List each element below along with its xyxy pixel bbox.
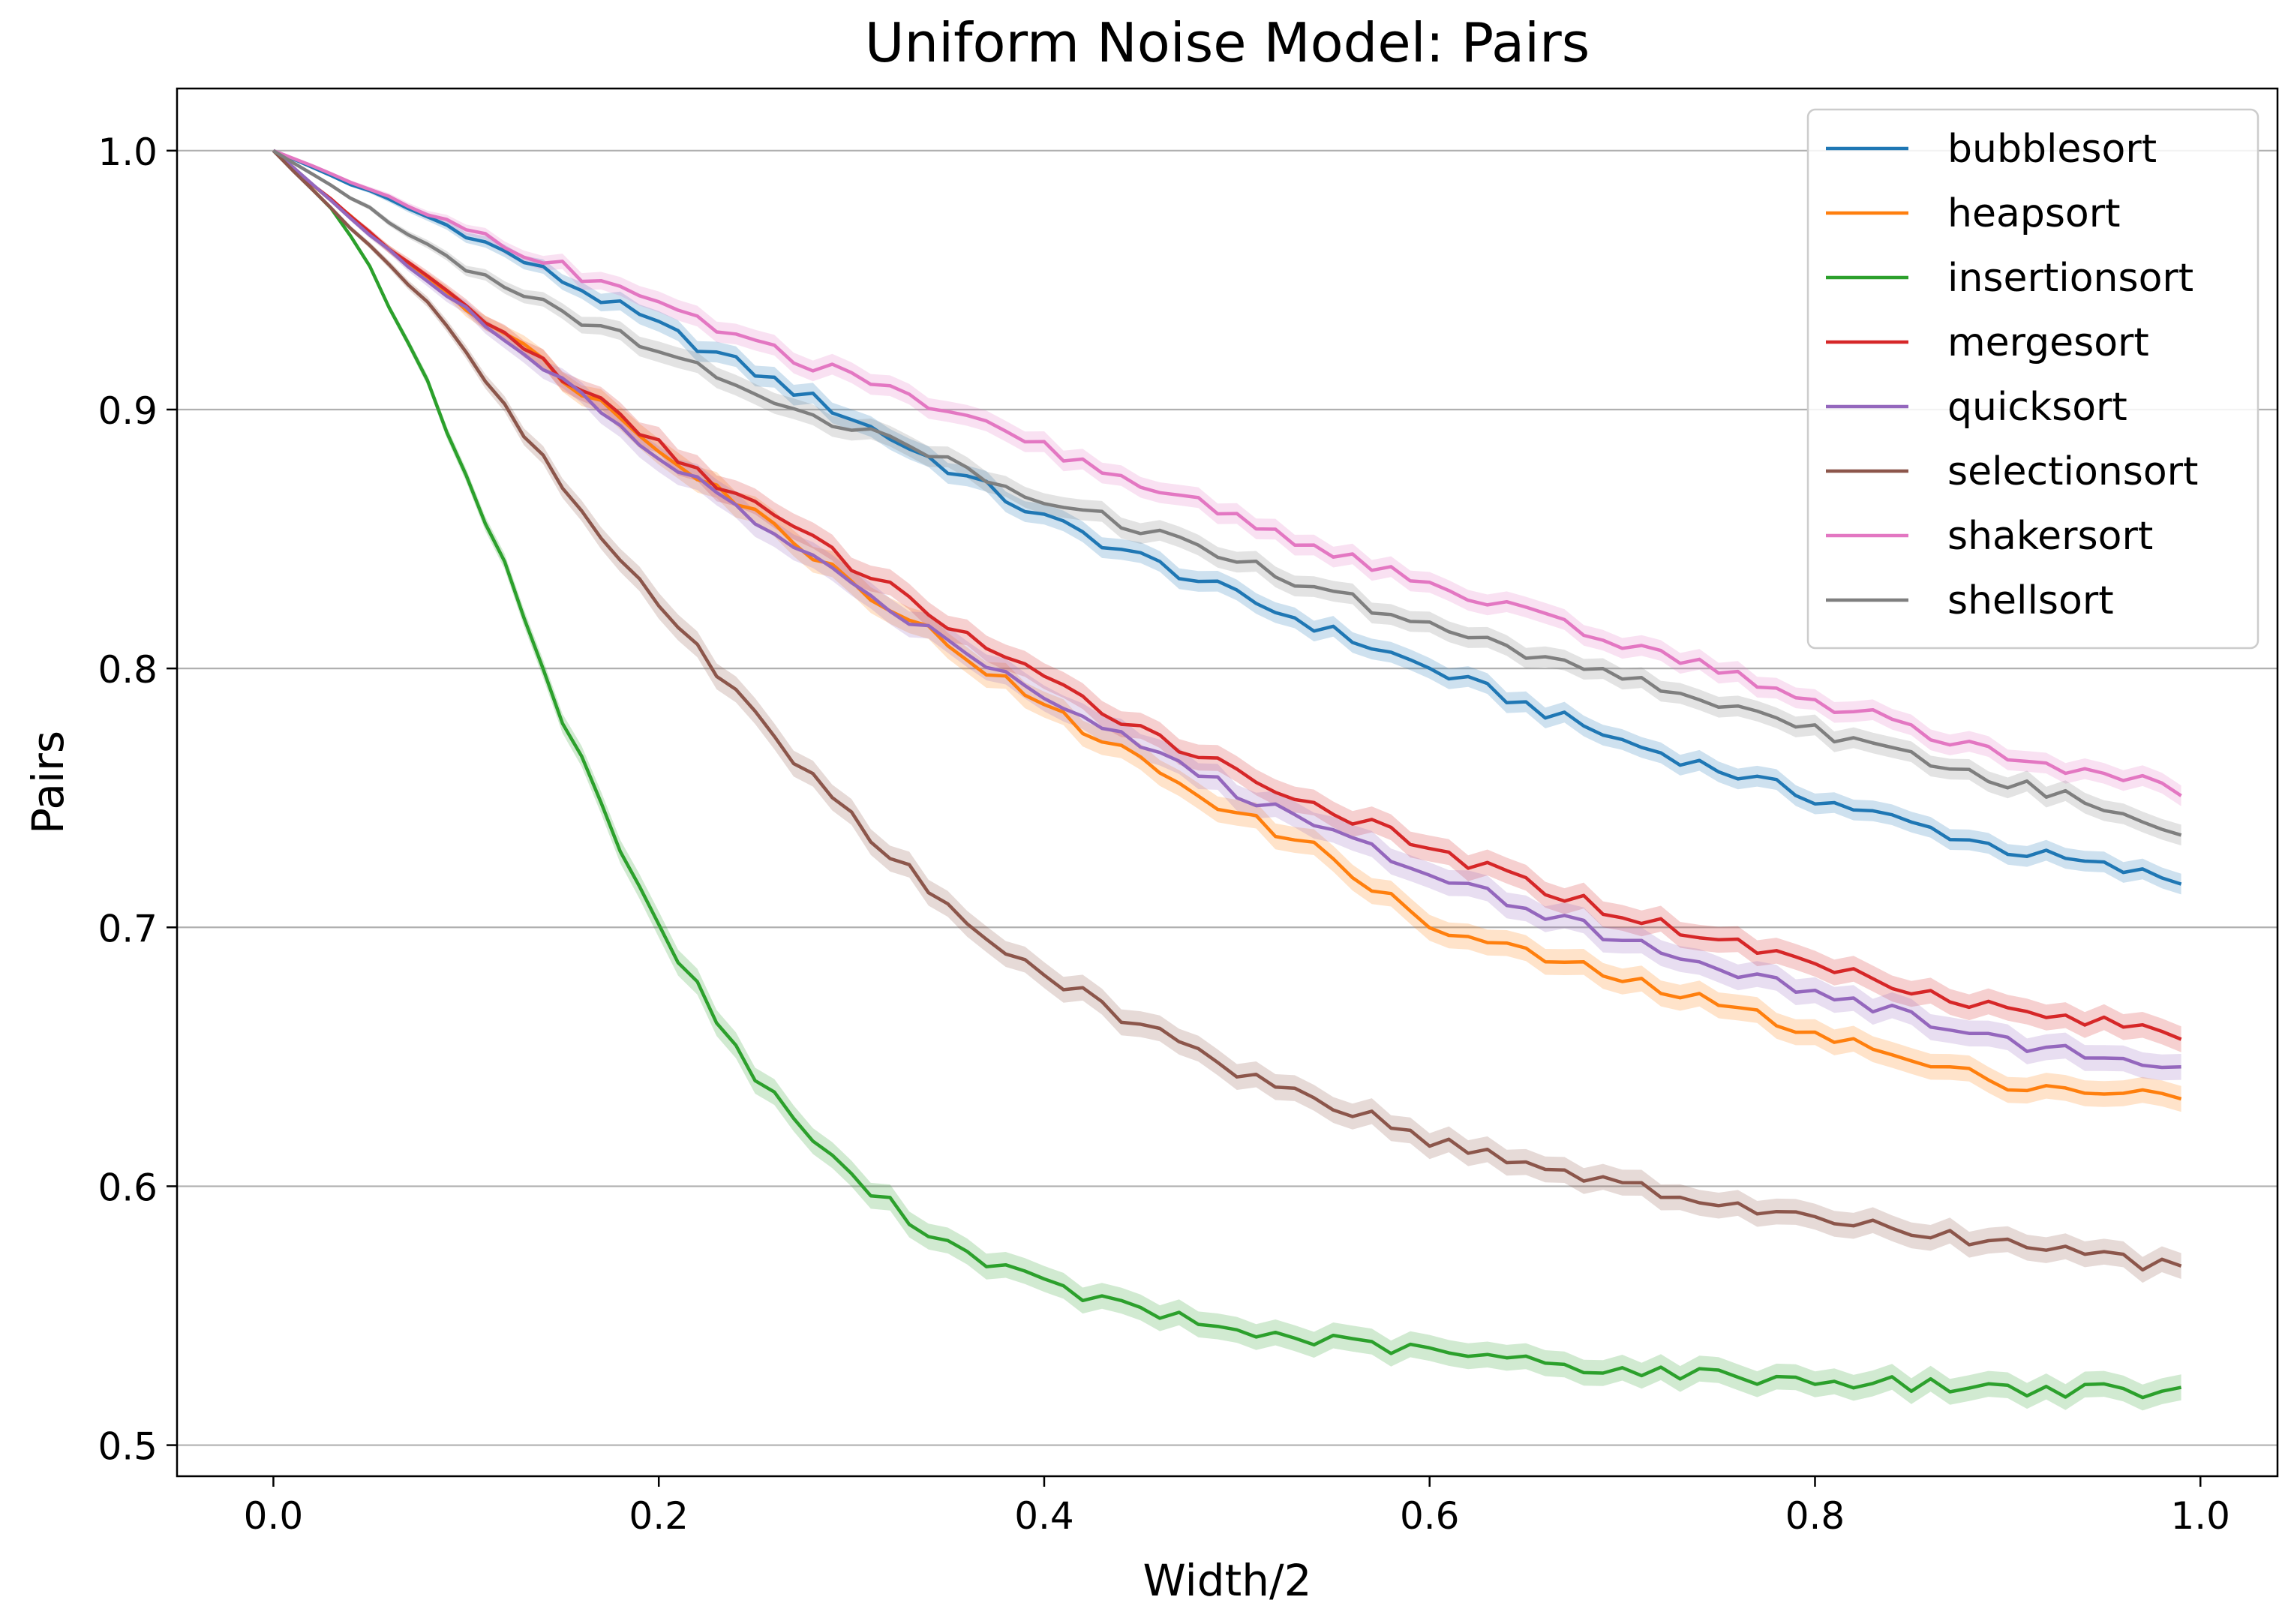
- series-line-mergesort: [272, 149, 2182, 1041]
- x-tick-label: 0.6: [1400, 1494, 1460, 1538]
- y-tick-label: 1.0: [98, 131, 158, 174]
- series-line-shakersort: [272, 149, 2182, 797]
- x-axis-ticks: 0.0 0.2 0.4 0.6 0.8 1.0: [244, 1476, 2230, 1538]
- plot-area-frame: [176, 87, 2279, 1478]
- x-tick-label: 0.4: [1014, 1494, 1074, 1538]
- series-lines: [272, 149, 2182, 1400]
- legend-label-quicksort: quicksort: [1947, 385, 2127, 430]
- legend-box: [1806, 108, 2259, 650]
- series-line-insertionsort: [272, 149, 2182, 1400]
- legend-label-heapsort: heapsort: [1947, 191, 2121, 236]
- y-axis-ticks: 0.5 0.6 0.7 0.8 0.9 1.0: [98, 131, 177, 1469]
- legend-label-shellsort: shellsort: [1947, 578, 2114, 623]
- series-line-bubblesort: [272, 149, 2182, 886]
- band-shellsort: [273, 150, 2181, 846]
- band-shakersort: [273, 150, 2181, 806]
- x-tick-label: 1.0: [2170, 1494, 2230, 1538]
- confidence-bands: [273, 150, 2181, 1411]
- y-tick-label: 0.9: [98, 389, 158, 433]
- x-tick-label: 0.0: [244, 1494, 304, 1538]
- legend-label-selectionsort: selectionsort: [1947, 449, 2198, 494]
- y-tick-label: 0.8: [98, 648, 158, 692]
- y-tick-label: 0.5: [98, 1425, 158, 1469]
- chart-title: Uniform Noise Model: Pairs: [865, 11, 1590, 74]
- y-tick-label: 0.7: [98, 907, 158, 950]
- series-line-heapsort: [272, 149, 2182, 1101]
- x-axis-label: Width/2: [1143, 1555, 1312, 1606]
- x-tick-label: 0.2: [629, 1494, 689, 1538]
- series-line-selectionsort: [272, 149, 2182, 1272]
- y-axis-label: Pairs: [23, 731, 74, 834]
- legend-label-shakersort: shakersort: [1947, 514, 2153, 559]
- x-tick-label: 0.8: [1785, 1494, 1845, 1538]
- legend: bubblesort heapsort insertionsort mergesort…: [1806, 108, 2259, 650]
- y-tick-label: 0.6: [98, 1166, 158, 1209]
- series-line-quicksort: [272, 149, 2181, 1070]
- legend-label-insertionsort: insertionsort: [1947, 256, 2193, 301]
- legend-label-bubblesort: bubblesort: [1947, 127, 2157, 172]
- legend-label-mergesort: mergesort: [1947, 320, 2149, 365]
- series-line-shellsort: [272, 149, 2182, 837]
